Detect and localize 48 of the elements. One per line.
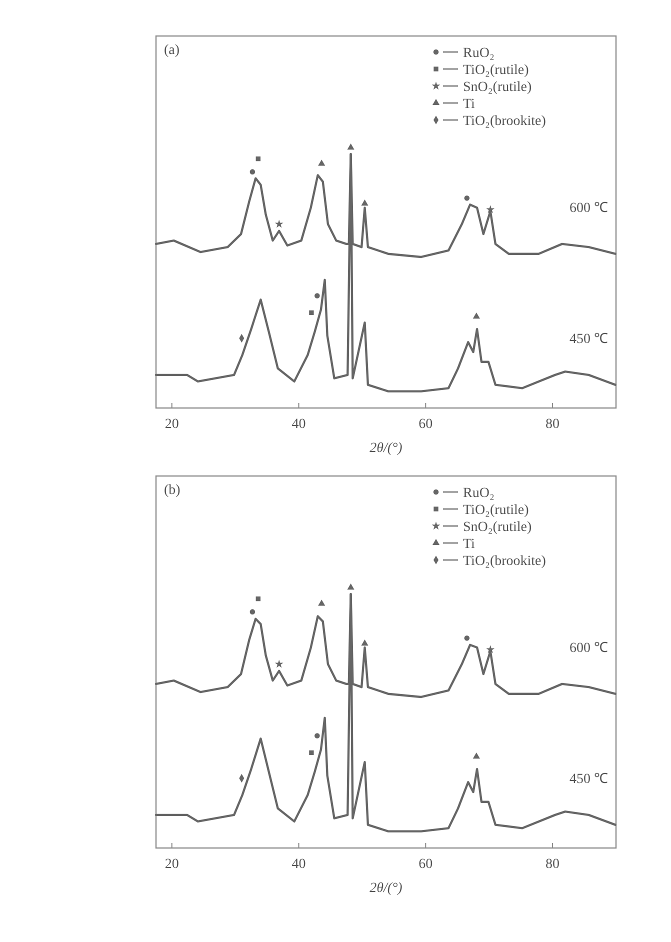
- legend-label: SnO₂(rutile): [463, 520, 532, 535]
- point: [318, 600, 326, 606]
- legend-label: TiO₂(brookite): [463, 554, 546, 569]
- series-label: 450 ℃: [570, 772, 608, 787]
- x-tick-label: 80: [546, 417, 560, 432]
- x-tick-label: 40: [292, 857, 306, 872]
- point: [318, 160, 326, 166]
- point: [361, 199, 368, 206]
- point: [472, 312, 480, 319]
- point: [314, 733, 320, 738]
- legend-label: Ti: [463, 537, 476, 552]
- x-tick-label: 60: [418, 857, 433, 872]
- legend-label: RuO₂: [463, 46, 494, 61]
- series-label: 450 ℃: [570, 332, 608, 347]
- point: [250, 609, 256, 614]
- point: [274, 660, 284, 668]
- point: [464, 635, 470, 641]
- point: [472, 752, 480, 759]
- legend-label: TiO₂(brookite): [463, 114, 546, 129]
- point: [347, 143, 354, 150]
- x-axis-title: 2θ/(°): [370, 881, 403, 896]
- x-tick-label: 40: [292, 417, 306, 432]
- x-tick-label: 60: [418, 417, 433, 432]
- legend-label: TiO₂(rutile): [463, 63, 530, 78]
- point: [256, 596, 260, 602]
- text: 600 ℃: [570, 640, 608, 656]
- point: [347, 583, 354, 590]
- point: [309, 750, 314, 756]
- chart-title: (b): [164, 483, 181, 498]
- legend-label: TiO₂(rutile): [463, 503, 530, 518]
- chart-title: (a): [164, 43, 180, 58]
- point: [250, 169, 256, 174]
- point: [486, 645, 495, 654]
- x-tick-label: 20: [164, 857, 179, 872]
- point: [256, 156, 260, 162]
- text: 600 ℃: [570, 200, 608, 216]
- point: [309, 310, 314, 316]
- legend-label: Ti: [463, 97, 476, 112]
- point: [361, 639, 368, 646]
- legend-label: RuO₂: [463, 486, 494, 501]
- point: [314, 293, 320, 298]
- point: [274, 220, 284, 228]
- x-axis-title: 2θ/(°): [370, 441, 403, 456]
- legend-label: SnO₂(rutile): [463, 80, 532, 95]
- x-tick-label: 20: [164, 417, 179, 432]
- point: [464, 195, 470, 201]
- point: [486, 205, 495, 214]
- x-tick-label: 80: [546, 857, 560, 872]
